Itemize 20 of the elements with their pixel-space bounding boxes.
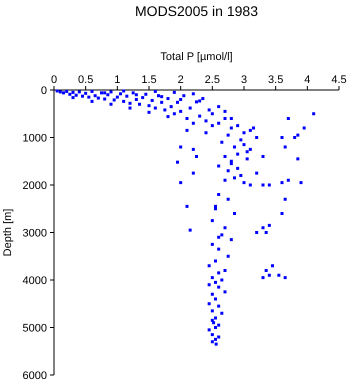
x-tick-label: 4.5 — [331, 74, 347, 86]
y-tick-label: 6000 — [22, 370, 47, 382]
chart-title: MODS2005 in 1983 — [135, 3, 258, 19]
y-tick-label: 1000 — [22, 132, 47, 144]
x-tick-label: 0 — [50, 74, 58, 86]
x-tick-label: 4 — [304, 74, 310, 86]
y-tick-label: 2000 — [22, 180, 47, 192]
x-tick-label: 2 — [178, 74, 184, 86]
x-axis-title: Total P [µmol/l] — [160, 51, 233, 63]
x-tick-label: 1 — [114, 74, 120, 86]
x-tick-label: 3 — [240, 74, 248, 86]
y-tick-label: 3000 — [22, 228, 47, 240]
x-tick-label: 2.5 — [204, 74, 220, 86]
y-tick-label: 0 — [40, 85, 47, 97]
y-axis-title: Depth [m] — [2, 208, 14, 256]
x-tick-label: 1.5 — [141, 74, 157, 86]
y-tick-label: 4000 — [22, 275, 47, 287]
y-tick-label: 5000 — [22, 322, 47, 334]
x-tick-label: 3.5 — [268, 74, 284, 86]
x-tick-label: 0.5 — [78, 74, 94, 86]
